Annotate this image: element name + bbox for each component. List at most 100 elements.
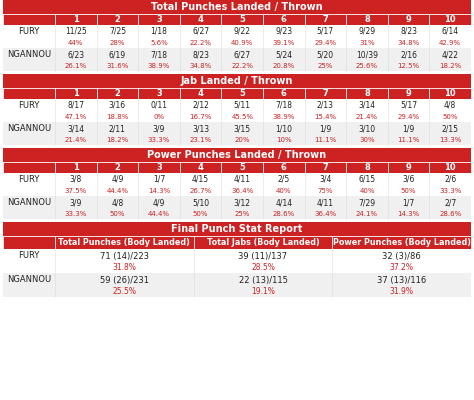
Text: 3/10: 3/10: [358, 124, 375, 133]
Text: 1/7: 1/7: [402, 198, 415, 207]
Text: 30%: 30%: [359, 137, 375, 143]
Bar: [3, 196, 471, 209]
Bar: [3, 273, 471, 287]
Text: 7: 7: [322, 163, 328, 172]
Text: 7/18: 7/18: [151, 50, 167, 59]
Text: 31.8%: 31.8%: [112, 264, 136, 272]
Text: 6/27: 6/27: [192, 27, 209, 36]
Text: 5/11: 5/11: [234, 101, 251, 110]
Bar: [388, 88, 429, 99]
Text: 22.2%: 22.2%: [190, 40, 211, 46]
Bar: [3, 148, 471, 162]
Text: 25%: 25%: [235, 211, 250, 217]
Text: 4: 4: [198, 15, 203, 24]
Text: 3/13: 3/13: [192, 124, 209, 133]
Text: 5/24: 5/24: [275, 50, 292, 59]
Bar: [180, 14, 221, 25]
Text: 45.5%: 45.5%: [231, 114, 253, 120]
Text: 6/19: 6/19: [109, 50, 126, 59]
Text: 28.6%: 28.6%: [273, 211, 295, 217]
Text: 4: 4: [198, 89, 203, 98]
Text: 71 (14)/223: 71 (14)/223: [100, 252, 149, 260]
Text: 10: 10: [445, 163, 456, 172]
Text: 39.1%: 39.1%: [273, 40, 295, 46]
Bar: [55, 88, 97, 99]
Text: 37.5%: 37.5%: [64, 188, 87, 194]
Bar: [3, 209, 471, 219]
Text: FURY: FURY: [18, 175, 40, 184]
Bar: [3, 0, 471, 14]
Bar: [305, 88, 346, 99]
Text: 7/25: 7/25: [109, 27, 126, 36]
Text: Power Punches Landed / Thrown: Power Punches Landed / Thrown: [147, 150, 327, 160]
Text: 9/22: 9/22: [234, 27, 251, 36]
Bar: [180, 88, 221, 99]
Bar: [138, 14, 180, 25]
Text: 33.3%: 33.3%: [439, 188, 461, 194]
Text: 28%: 28%: [109, 40, 125, 46]
Text: 2/12: 2/12: [192, 101, 209, 110]
Text: 42.9%: 42.9%: [439, 40, 461, 46]
Text: Total Jabs (Body Landed): Total Jabs (Body Landed): [207, 238, 319, 247]
Text: 3: 3: [156, 89, 162, 98]
Text: 3/4: 3/4: [319, 175, 332, 184]
Bar: [138, 88, 180, 99]
Text: 2/5: 2/5: [278, 175, 290, 184]
Text: 44%: 44%: [68, 40, 83, 46]
Text: 31.6%: 31.6%: [106, 63, 128, 69]
Text: 4/14: 4/14: [275, 198, 292, 207]
Text: NGANNOU: NGANNOU: [7, 124, 51, 133]
Bar: [180, 162, 221, 173]
Text: 3: 3: [156, 15, 162, 24]
Text: 6/27: 6/27: [234, 50, 251, 59]
Bar: [305, 162, 346, 173]
Text: 32 (3)/86: 32 (3)/86: [383, 252, 421, 260]
Text: 21.4%: 21.4%: [356, 114, 378, 120]
Bar: [3, 74, 471, 88]
Bar: [3, 135, 471, 145]
Text: 5/17: 5/17: [317, 27, 334, 36]
Text: 18.8%: 18.8%: [106, 114, 128, 120]
Text: 9/23: 9/23: [275, 27, 292, 36]
Text: 2: 2: [114, 15, 120, 24]
Bar: [3, 236, 55, 249]
Text: 15.4%: 15.4%: [314, 114, 337, 120]
Text: 9/29: 9/29: [358, 27, 375, 36]
Text: 3/6: 3/6: [402, 175, 415, 184]
Text: 8: 8: [364, 15, 370, 24]
Text: 11.1%: 11.1%: [397, 137, 420, 143]
Text: 29.4%: 29.4%: [398, 114, 419, 120]
Text: 18.2%: 18.2%: [439, 63, 461, 69]
Text: 1: 1: [73, 89, 79, 98]
Text: 4/11: 4/11: [234, 175, 251, 184]
Text: 7: 7: [322, 89, 328, 98]
Text: 1: 1: [73, 163, 79, 172]
Text: 6: 6: [281, 163, 287, 172]
Text: 37.2%: 37.2%: [390, 264, 414, 272]
Text: 5.6%: 5.6%: [150, 40, 168, 46]
Text: 3/9: 3/9: [70, 198, 82, 207]
Text: 13.3%: 13.3%: [439, 137, 461, 143]
Text: 75%: 75%: [318, 188, 333, 194]
Text: 8: 8: [364, 163, 370, 172]
Text: 20.8%: 20.8%: [273, 63, 295, 69]
Text: 2: 2: [114, 163, 120, 172]
Text: 50%: 50%: [193, 211, 209, 217]
Text: 34.8%: 34.8%: [190, 63, 212, 69]
Text: 9: 9: [406, 89, 411, 98]
Text: 4/9: 4/9: [111, 175, 124, 184]
Text: FURY: FURY: [18, 252, 40, 260]
Text: 20%: 20%: [235, 137, 250, 143]
Bar: [388, 14, 429, 25]
Text: 10: 10: [445, 89, 456, 98]
Text: FURY: FURY: [18, 27, 40, 36]
Text: 3/12: 3/12: [234, 198, 251, 207]
Text: 40%: 40%: [276, 188, 292, 194]
Text: 3/14: 3/14: [358, 101, 375, 110]
Bar: [388, 162, 429, 173]
Bar: [97, 88, 138, 99]
Text: 7/29: 7/29: [358, 198, 375, 207]
Text: 3/14: 3/14: [67, 124, 84, 133]
Text: 8/23: 8/23: [192, 50, 209, 59]
Text: 5: 5: [239, 89, 245, 98]
